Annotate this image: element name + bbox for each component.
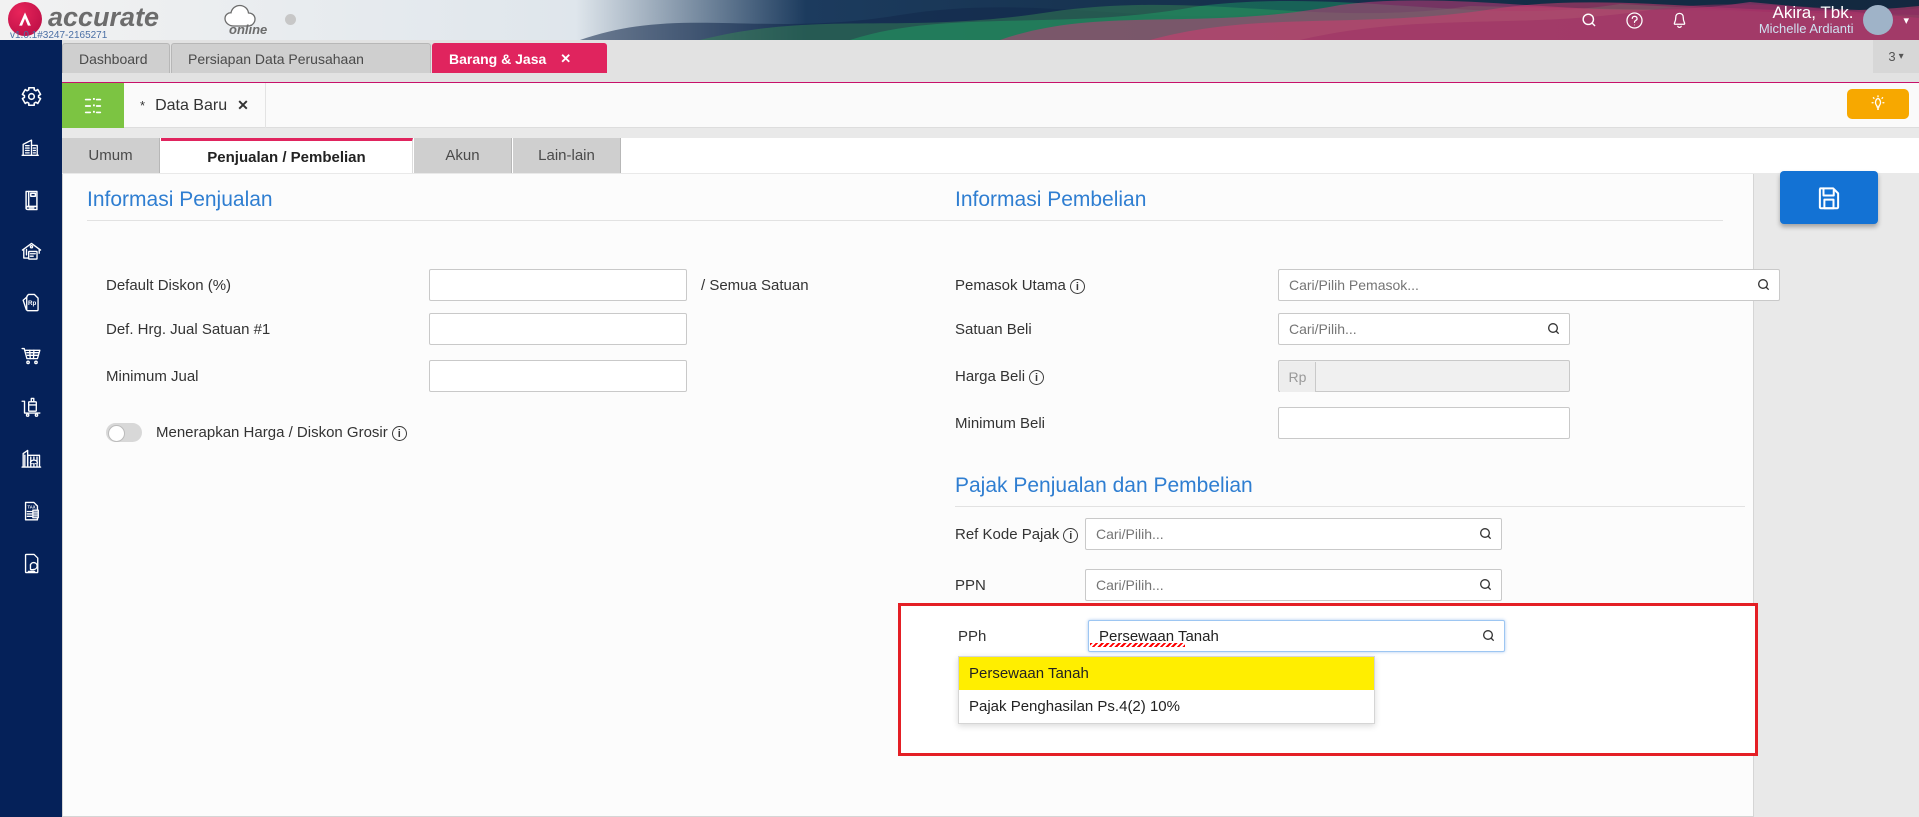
svg-text:TAX: TAX	[27, 504, 35, 509]
svg-text:Rp: Rp	[28, 300, 37, 307]
